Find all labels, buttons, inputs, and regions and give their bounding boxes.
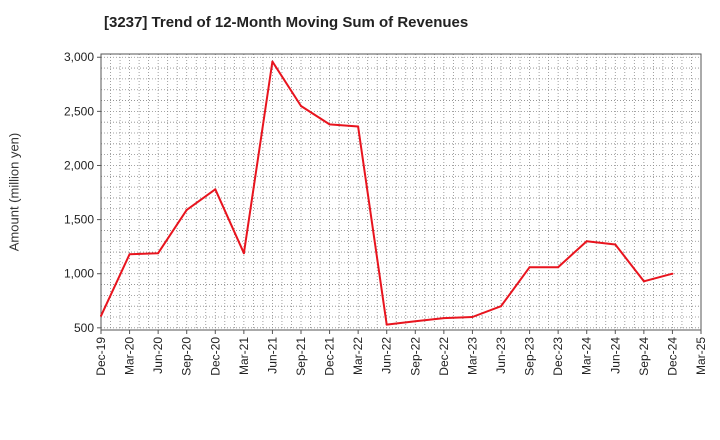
y-tick-label: 2,500 <box>64 104 94 118</box>
x-tick-label: Jun-21 <box>265 337 279 374</box>
x-tick-label: Mar-24 <box>580 337 594 375</box>
data-point <box>242 252 245 255</box>
y-tick-label: 500 <box>74 321 94 335</box>
x-tick-label: Jun-20 <box>151 337 165 374</box>
x-tick-label: Mar-22 <box>351 337 365 375</box>
x-tick-label: Jun-24 <box>608 337 622 374</box>
y-tick-labels: 500 1,000 1,500 2,000 2,500 3,000 <box>64 50 101 335</box>
data-point <box>671 272 674 275</box>
data-point <box>528 266 531 269</box>
x-tick-label: Dec-22 <box>437 337 451 376</box>
x-tick-labels: Dec-19 Mar-20 Jun-20 Sep-20 Dec-20 Mar-21 Jun-… <box>94 330 708 376</box>
y-tick-label: 1,000 <box>64 267 94 281</box>
data-point <box>500 305 502 308</box>
y-tick-label: 2,000 <box>64 158 94 172</box>
x-tick-label: Sep-21 <box>294 337 308 376</box>
data-point <box>471 316 474 319</box>
x-tick-label: Dec-20 <box>208 337 222 376</box>
data-point <box>157 252 160 255</box>
data-point <box>642 280 645 283</box>
data-point <box>414 320 417 323</box>
x-tick-label: Jun-23 <box>494 337 508 374</box>
data-point <box>328 123 331 126</box>
data-point <box>128 253 131 256</box>
x-tick-label: Mar-23 <box>465 337 479 375</box>
data-point <box>271 60 274 63</box>
chart-title: [3237] Trend of 12-Month Moving Sum of R… <box>104 14 469 31</box>
x-tick-label: Dec-21 <box>323 337 337 376</box>
data-point <box>357 125 360 128</box>
plot-frame <box>100 53 702 331</box>
grid-lines <box>100 54 702 330</box>
data-point <box>442 317 445 320</box>
x-tick-label: Mar-25 <box>694 337 708 375</box>
x-tick-label: Sep-22 <box>408 337 422 376</box>
data-point <box>614 243 617 246</box>
x-tick-label: Sep-24 <box>637 337 651 376</box>
y-tick-label: 3,000 <box>64 50 94 64</box>
x-tick-label: Mar-21 <box>237 337 251 375</box>
data-point <box>100 314 102 317</box>
data-point <box>385 323 388 326</box>
x-tick-label: Sep-23 <box>523 337 537 376</box>
data-point <box>557 266 560 269</box>
data-point <box>300 104 302 107</box>
x-tick-label: Dec-23 <box>551 337 565 376</box>
x-tick-label: Dec-19 <box>94 337 108 376</box>
x-tick-label: Dec-24 <box>665 337 679 376</box>
x-tick-label: Jun-22 <box>380 337 394 374</box>
data-point <box>185 208 188 211</box>
data-point <box>585 240 588 243</box>
y-tick-label: 1,500 <box>64 213 94 227</box>
series-group <box>100 60 674 326</box>
x-tick-label: Sep-20 <box>180 337 194 376</box>
data-point <box>214 188 217 191</box>
x-tick-label: Mar-20 <box>123 337 137 375</box>
